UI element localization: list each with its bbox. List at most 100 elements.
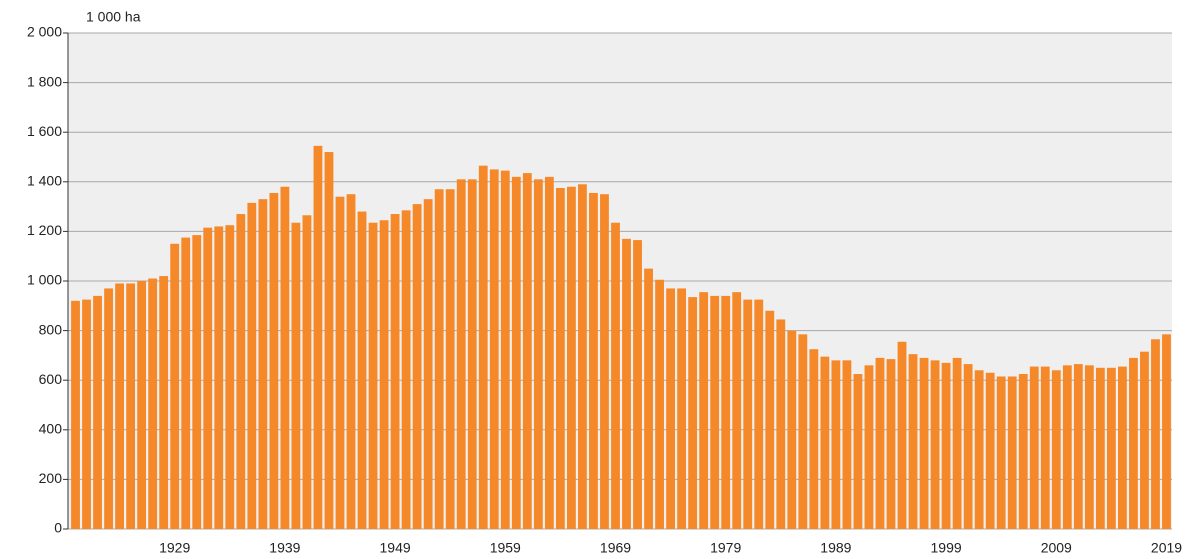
y-tick-label: 800 [39, 321, 63, 337]
bar [622, 238, 631, 529]
bar [930, 360, 940, 529]
x-tick-label: 1949 [380, 540, 411, 556]
bar [908, 354, 918, 529]
bar [269, 192, 279, 529]
x-tick-label: 1979 [710, 540, 741, 556]
bar [324, 152, 334, 530]
bar [919, 357, 929, 529]
bar [236, 214, 246, 530]
bar [875, 357, 885, 529]
bar [126, 283, 136, 529]
bar [346, 194, 356, 529]
bar [677, 288, 687, 529]
bar [203, 227, 213, 529]
x-tick-label: 2019 [1151, 540, 1182, 556]
bar [115, 283, 124, 529]
bar [963, 364, 973, 529]
bar [941, 362, 951, 529]
bar [765, 310, 775, 529]
bar [533, 179, 543, 529]
bar [335, 196, 345, 529]
bar [578, 184, 587, 529]
bar [666, 288, 675, 529]
bar [511, 176, 521, 529]
bar [633, 240, 642, 529]
bar [258, 199, 268, 529]
x-tick-label: 1999 [931, 540, 962, 556]
bar [478, 165, 488, 529]
bar [897, 341, 907, 529]
bar [225, 225, 235, 529]
bar [148, 278, 158, 529]
bar [1040, 366, 1050, 529]
bar [1140, 351, 1149, 529]
bar [853, 374, 863, 529]
x-tick-label: 2009 [1041, 540, 1072, 556]
y-tick-label: 200 [39, 470, 63, 486]
bar [544, 176, 554, 529]
bar [798, 334, 808, 529]
bar [1029, 366, 1039, 529]
y-tick-label: 0 [54, 520, 62, 536]
bar [589, 192, 598, 529]
y-tick-label: 1 600 [27, 123, 62, 139]
bar [93, 295, 102, 529]
bar [159, 276, 169, 529]
bar [1118, 366, 1127, 529]
bar [567, 186, 576, 529]
bar [390, 214, 400, 530]
bar [1084, 365, 1094, 529]
bar [434, 189, 444, 530]
x-tick-label: 1959 [490, 540, 521, 556]
x-tick-label: 1989 [820, 540, 851, 556]
x-tick-label: 1939 [269, 540, 300, 556]
bar [412, 204, 422, 529]
bar [1051, 370, 1061, 529]
x-tick-label: 1929 [159, 540, 190, 556]
bar [500, 170, 510, 529]
bar [710, 295, 720, 529]
bar [489, 169, 499, 529]
bar [776, 319, 786, 529]
bar [170, 243, 180, 530]
bar [1106, 367, 1116, 529]
bar [137, 281, 147, 529]
bar [247, 202, 257, 529]
bar [302, 215, 312, 529]
bar [864, 365, 874, 529]
bar [611, 222, 620, 529]
bar [1151, 339, 1160, 529]
bar [368, 222, 378, 529]
bar [743, 299, 753, 529]
bar [379, 220, 389, 530]
bar [291, 222, 301, 529]
bar [104, 288, 113, 529]
y-tick-label: 1 000 [27, 272, 62, 288]
bar [192, 235, 202, 529]
bar [313, 145, 323, 529]
bar [280, 186, 290, 529]
bar [974, 370, 984, 529]
y-tick-label: 600 [39, 371, 63, 387]
bar [1073, 364, 1083, 529]
bar [787, 330, 797, 529]
bar [71, 300, 80, 529]
bar [754, 299, 764, 529]
bar [831, 360, 841, 529]
y-tick-label: 1 400 [27, 173, 62, 189]
x-tick-label: 1969 [600, 540, 631, 556]
bar [1018, 374, 1028, 529]
bar [952, 357, 962, 529]
bar [842, 360, 852, 529]
bar [732, 292, 742, 529]
y-tick-label: 1 800 [27, 73, 62, 89]
y-tick-label: 2 000 [27, 24, 62, 40]
bar [809, 349, 819, 529]
bar [181, 237, 191, 529]
y-tick-label: 400 [39, 421, 63, 437]
bar [555, 188, 565, 529]
bar [1129, 357, 1138, 529]
bar [996, 376, 1006, 529]
